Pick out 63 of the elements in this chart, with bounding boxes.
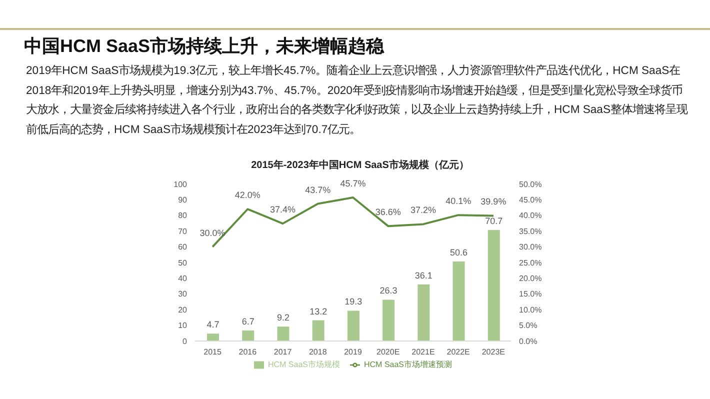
y-tick-label: 90: [178, 196, 188, 205]
y2-tick-label: 45.0%: [519, 196, 542, 205]
x-tick-label: 2023E: [482, 348, 506, 357]
text: 2015年-2023年中国HCM SaaS市场规模（亿元）: [250, 158, 470, 172]
y2-tick-label: 5.0%: [519, 321, 538, 330]
bar: [277, 326, 290, 341]
y2-tick-label: 15.0%: [519, 290, 542, 299]
data-label: 4.7: [206, 320, 220, 330]
data-label: 50.6: [450, 248, 468, 258]
data-label: 42.0%: [234, 190, 260, 200]
x-tick-label: 2017: [274, 348, 292, 357]
data-label: 30.0%: [200, 228, 226, 238]
data-label: 37.4%: [270, 204, 296, 215]
y2-tick-label: 0.0%: [519, 336, 538, 346]
data-label: 13.2: [310, 306, 328, 316]
x-tick-label: 2015: [204, 348, 222, 357]
y2-tick-label: 25.0%: [519, 258, 542, 268]
data-label: 9.2: [276, 312, 290, 323]
data-label: 37.2%: [410, 205, 436, 216]
y-tick-label: 80: [178, 211, 188, 220]
y-tick-label: 10: [178, 321, 188, 330]
data-label: 19.3: [344, 296, 362, 307]
y2-tick-label: 30.0%: [519, 242, 542, 252]
chart-subtitle: 2019年HCM SaaS市场规模为19.3亿元，较上年增长45.7%。随着企业上云意识增强，人力资源管理软件产品迭代优化，HCM SaaS在2018年和2019年上升势头明显，增速分别为43.7%、45.7%。2020年受到疫情影响市场增速开始趋缓，但是受到量化宽松导致全球货币大放水，大量资金后续将持续进入各个行业，政府出台的各类数字化利好政策，以及企业上云趋势持续上升，HCM SaaS整体增速将呈现前低后高的态势，HCM SaaS市场规模预计在2023年达到70.7亿元。: [26, 63, 688, 138]
bar: [452, 262, 465, 341]
data-label: 39.9%: [480, 196, 506, 207]
legend-label: HCM SaaS市场规模: [268, 360, 340, 369]
data-label: 6.7: [242, 316, 254, 326]
chart-title: 中国HCM SaaS市场持续上升，未来增幅趋稳: [24, 35, 384, 58]
y2-tick-label: 10.0%: [519, 305, 542, 314]
y-tick-label: 60: [178, 242, 188, 252]
y-tick-label: 40: [178, 274, 188, 284]
x-tick-label: 2022E: [446, 348, 470, 357]
y-tick-label: 50: [178, 258, 188, 268]
bar: [382, 300, 395, 341]
data-label: 36.6%: [375, 207, 401, 218]
bar: [347, 310, 360, 341]
y-tick-label: 70: [178, 226, 188, 236]
data-label: 43.7%: [305, 184, 331, 195]
y-tick-label: 20: [178, 305, 188, 314]
y-tick-label: 100: [174, 180, 188, 189]
x-tick-label: 2021E: [412, 348, 435, 357]
bar: [242, 330, 254, 341]
bar: [312, 320, 324, 341]
y-tick-label: 30: [178, 290, 188, 299]
bar: [418, 284, 430, 341]
data-label: 26.3: [380, 286, 398, 296]
x-tick-label: 2016: [238, 348, 258, 357]
data-label: 70.7: [485, 216, 503, 226]
legend-label: HCM SaaS市场增速预测: [364, 360, 452, 369]
bar: [488, 230, 500, 341]
data-label: 40.1%: [446, 196, 472, 206]
bar: [207, 334, 219, 341]
y2-tick-label: 50.0%: [519, 180, 542, 189]
data-label: 36.1: [414, 270, 432, 280]
x-tick-label: 2020E: [376, 348, 400, 357]
x-tick-label: 2018: [308, 348, 328, 357]
y2-tick-label: 35.0%: [519, 226, 542, 236]
data-label: 45.7%: [340, 178, 366, 188]
x-tick-label: 2019: [344, 348, 362, 357]
y2-tick-label: 20.0%: [519, 274, 542, 284]
y2-tick-label: 40.0%: [519, 211, 542, 220]
y-tick-label: 0: [182, 336, 188, 346]
